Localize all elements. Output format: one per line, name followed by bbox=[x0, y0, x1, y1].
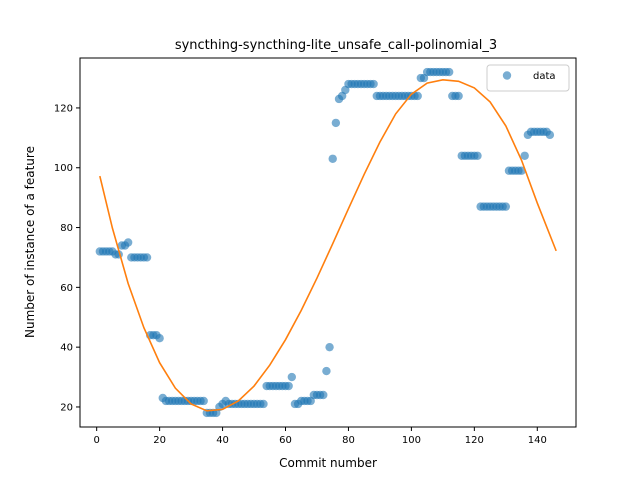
data-point bbox=[545, 130, 555, 140]
data-point bbox=[322, 366, 331, 376]
x-tick-label: 60 bbox=[279, 435, 292, 446]
y-axis: 20 40 60 80 100 120 bbox=[54, 103, 80, 413]
data-point bbox=[501, 202, 511, 211]
data-point bbox=[155, 333, 164, 343]
x-axis: 0 20 40 60 80 100 120 140 bbox=[93, 427, 547, 446]
data-point bbox=[369, 79, 378, 89]
data-point bbox=[331, 118, 341, 128]
axes-frame bbox=[79, 57, 577, 428]
legend-box bbox=[486, 64, 570, 92]
data-point bbox=[473, 151, 482, 160]
y-tick-label: 120 bbox=[54, 103, 73, 114]
data-point bbox=[259, 399, 268, 409]
data-point bbox=[517, 166, 526, 175]
plot-area bbox=[95, 67, 557, 418]
y-tick-label: 60 bbox=[60, 283, 73, 294]
data-point bbox=[319, 390, 328, 400]
legend: data bbox=[486, 64, 570, 92]
x-axis-label: Commit number bbox=[279, 456, 377, 470]
y-tick-label: 80 bbox=[60, 223, 73, 234]
y-tick-label: 20 bbox=[60, 402, 73, 413]
legend-marker bbox=[502, 71, 512, 80]
x-tick-label: 100 bbox=[402, 435, 421, 446]
fit-curve bbox=[99, 79, 557, 412]
x-tick-label: 40 bbox=[216, 435, 229, 446]
data-point bbox=[520, 151, 529, 160]
x-tick-label: 80 bbox=[342, 435, 355, 446]
data-point bbox=[199, 396, 208, 406]
chart-title: syncthing-syncthing-lite_unsafe_call-pol… bbox=[175, 38, 497, 53]
x-tick-label: 120 bbox=[465, 435, 484, 446]
data-point bbox=[284, 381, 293, 391]
data-point bbox=[287, 372, 297, 382]
data-point bbox=[325, 342, 334, 352]
data-point bbox=[454, 91, 463, 101]
data-point bbox=[123, 238, 133, 247]
data-point bbox=[328, 154, 337, 163]
y-tick-label: 40 bbox=[60, 343, 73, 354]
legend-label-data: data bbox=[533, 71, 556, 82]
x-tick-label: 0 bbox=[93, 435, 99, 446]
x-tick-label: 20 bbox=[153, 435, 166, 446]
data-point bbox=[142, 253, 152, 262]
data-point bbox=[444, 67, 454, 77]
data-point bbox=[413, 91, 422, 101]
y-axis-label: Number of instance of a feature bbox=[23, 146, 37, 338]
x-tick-label: 140 bbox=[528, 435, 547, 446]
y-tick-label: 100 bbox=[54, 163, 73, 174]
